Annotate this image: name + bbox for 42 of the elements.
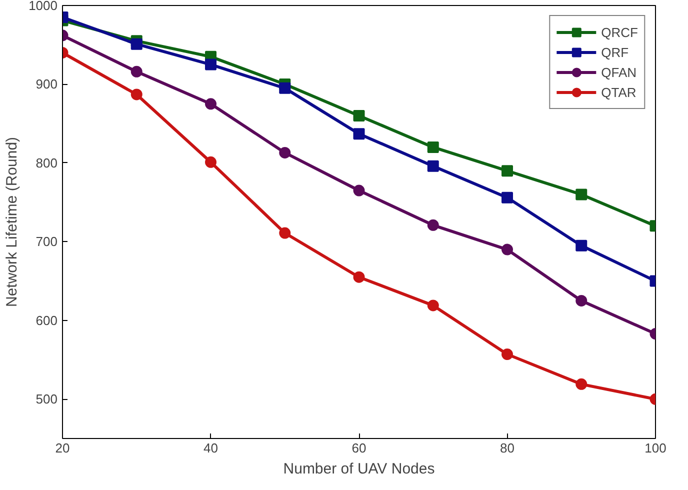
point (205, 58, 216, 70)
point (502, 244, 513, 256)
legend-label: QFAN (601, 64, 637, 80)
point (427, 160, 439, 172)
y-tick-label: 500 (36, 392, 58, 407)
point (130, 38, 142, 50)
point (576, 188, 588, 200)
x-axis-title: Number of UAV Nodes (283, 460, 435, 478)
x-tick-label: 40 (204, 440, 218, 456)
point (576, 378, 588, 390)
y-axis-title: Network Lifetime (Round) (4, 136, 21, 308)
point (576, 240, 588, 252)
x-tick-label: 80 (500, 440, 514, 456)
point (502, 192, 513, 204)
point (576, 294, 588, 306)
y-tick-label: 800 (36, 155, 58, 170)
point (353, 110, 365, 122)
y-tick-label: 900 (36, 76, 58, 92)
legend-label: QTAR (601, 84, 636, 100)
legend-label: QRF (601, 44, 629, 60)
point (130, 88, 142, 100)
point (205, 98, 216, 110)
point (279, 227, 291, 239)
x-tick-label: 20 (55, 440, 70, 456)
point (353, 271, 365, 283)
x-tick-label: 60 (352, 440, 366, 456)
point (427, 219, 439, 231)
point (502, 348, 513, 360)
point (205, 156, 216, 168)
point (353, 128, 365, 140)
x-tick-label: 100 (644, 440, 666, 456)
point (502, 165, 513, 177)
point (130, 66, 142, 78)
y-tick-label: 700 (36, 234, 58, 250)
point (279, 146, 291, 158)
point (353, 184, 365, 196)
y-tick-label: 1000 (28, 0, 58, 13)
point (427, 141, 439, 153)
y-tick-label: 600 (36, 312, 58, 328)
point (427, 300, 439, 312)
point (279, 82, 291, 94)
legend-label: QRCF (601, 24, 638, 40)
